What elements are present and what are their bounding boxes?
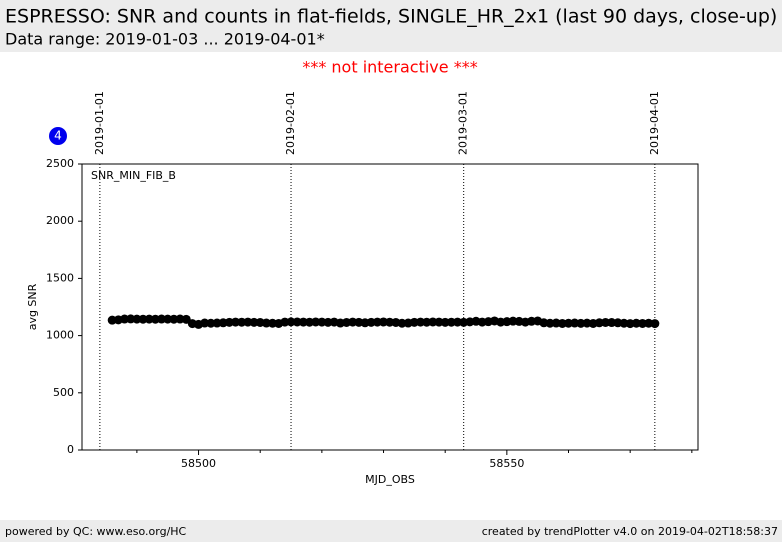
plot-frame <box>81 163 699 451</box>
y-tick-label: 1500 <box>46 271 74 284</box>
x-tick-label: 58550 <box>489 457 524 470</box>
x-axis-label: MJD_OBS <box>365 473 415 486</box>
subtitle: Data range: 2019-01-03 ... 2019-04-01* <box>5 30 325 49</box>
y-tick-label: 0 <box>67 443 74 456</box>
y-tick-label: 2000 <box>46 214 74 227</box>
data-point <box>650 319 660 329</box>
y-tick-label: 500 <box>53 386 74 399</box>
date-marker-label: 2019-02-01 <box>284 91 297 155</box>
footer-left: powered by QC: www.eso.org/HC <box>5 525 187 538</box>
badge-circle <box>49 127 67 145</box>
panel-label: SNR_MIN_FIB_B <box>91 169 176 182</box>
y-axis-label: avg SNR <box>26 283 39 330</box>
header-bar <box>0 0 782 52</box>
y-tick-label: 1000 <box>46 329 74 342</box>
footer-right: created by trendPlotter v4.0 on 2019-04-… <box>482 525 778 538</box>
x-tick-label: 58500 <box>181 457 216 470</box>
date-marker-label: 2019-01-01 <box>93 91 106 155</box>
badge: 4 <box>54 129 62 143</box>
date-marker-label: 2019-03-01 <box>457 91 470 155</box>
y-tick-label: 2500 <box>46 157 74 170</box>
title: ESPRESSO: SNR and counts in flat-fields,… <box>5 6 777 28</box>
notice: *** not interactive *** <box>302 58 477 77</box>
footer-bar <box>0 520 782 542</box>
date-marker-label: 2019-04-01 <box>648 91 661 155</box>
